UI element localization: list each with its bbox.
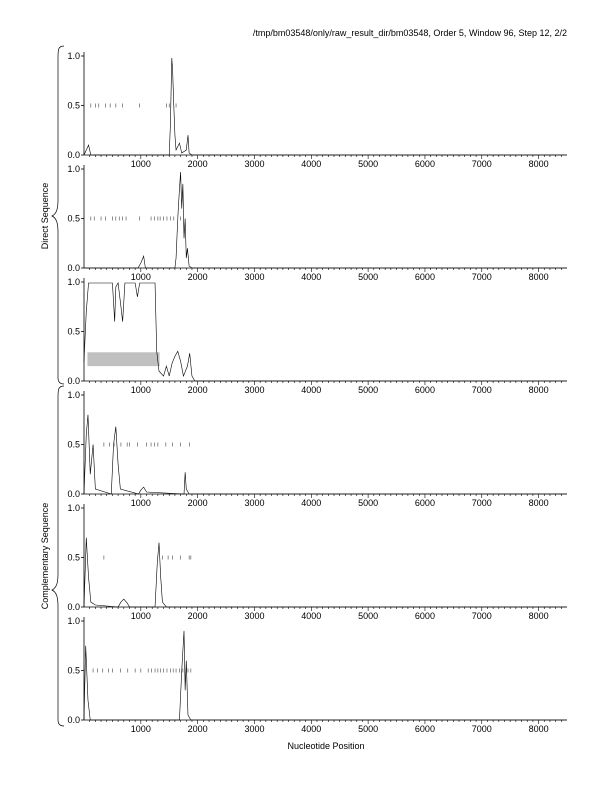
panel-3: 0.0 0.5 1.0 1000 2000 3000 4000 5000 6000 7000 800… [67, 277, 567, 395]
y-tick-label: 1.0 [67, 51, 80, 61]
series-line [83, 282, 567, 382]
x-axis-title: Nucleotide Position [287, 741, 364, 751]
x-tick-label: 5000 [358, 611, 378, 621]
x-tick-label: 4000 [301, 272, 321, 282]
shaded-band [87, 352, 160, 367]
x-tick-label: 6000 [415, 159, 435, 169]
x-tick-label: 1000 [131, 272, 151, 282]
x-tick-label: 1000 [131, 611, 151, 621]
y-tick-label: 0.0 [67, 602, 80, 612]
x-tick-label: 5000 [358, 385, 378, 395]
x-tick-label: 7000 [472, 724, 492, 734]
x-tick-label: 1000 [131, 385, 151, 395]
x-tick-label: 2000 [188, 272, 208, 282]
y-tick-label: 0.5 [67, 101, 80, 111]
series-line [83, 57, 567, 156]
x-tick-label: 1000 [131, 159, 151, 169]
x-tick-label: 3000 [244, 159, 264, 169]
x-tick-label: 6000 [415, 611, 435, 621]
x-tick-label: 8000 [529, 611, 549, 621]
x-tick-label: 7000 [472, 385, 492, 395]
x-tick-label: 5000 [358, 272, 378, 282]
series-line [83, 537, 567, 608]
panel-4: 0.0 0.5 1.0 1000 2000 3000 4000 5000 6000 7000 800… [67, 390, 567, 508]
y-tick-label: 1.0 [67, 616, 80, 626]
direct-sequence-brace [51, 45, 65, 385]
x-tick-label: 1000 [131, 498, 151, 508]
x-tick-label: 2000 [188, 498, 208, 508]
panel-6: 0.0 0.5 1.0 1000 2000 3000 4000 5000 6000 7000 800… [67, 616, 567, 734]
x-tick-label: 5000 [358, 159, 378, 169]
x-tick-label: 8000 [529, 272, 549, 282]
x-tick-label: 8000 [529, 724, 549, 734]
x-tick-label: 7000 [472, 498, 492, 508]
y-tick-label: 0.0 [67, 263, 80, 273]
chart-panels: 0.0 0.5 1.0 1000 2000 3000 4000 5000 6000 7000 800… [67, 51, 567, 734]
x-tick-label: 8000 [529, 385, 549, 395]
x-tick-label: 4000 [301, 159, 321, 169]
chart-header: /tmp/bm03548/only/raw_result_dir/bm03548… [253, 28, 567, 38]
x-tick-label: 4000 [301, 611, 321, 621]
y-tick-label: 1.0 [67, 164, 80, 174]
x-tick-label: 3000 [244, 724, 264, 734]
series-line [83, 414, 567, 495]
y-tick-label: 0.0 [67, 150, 80, 160]
direct-sequence-label: Direct Sequence [40, 183, 50, 250]
y-tick-label: 1.0 [67, 390, 80, 400]
y-tick-label: 0.5 [67, 440, 80, 450]
y-tick-label: 1.0 [67, 277, 80, 287]
x-tick-label: 2000 [188, 611, 208, 621]
y-tick-label: 0.5 [67, 666, 80, 676]
x-tick-label: 3000 [244, 385, 264, 395]
x-tick-label: 7000 [472, 159, 492, 169]
x-tick-label: 1000 [131, 724, 151, 734]
x-tick-label: 5000 [358, 498, 378, 508]
panel-1: 0.0 0.5 1.0 1000 2000 3000 4000 5000 6000 7000 800… [67, 51, 567, 169]
complementary-sequence-brace [51, 385, 65, 727]
x-tick-label: 3000 [244, 611, 264, 621]
x-tick-label: 5000 [358, 724, 378, 734]
x-tick-label: 2000 [188, 724, 208, 734]
x-tick-label: 7000 [472, 611, 492, 621]
series-line [83, 630, 567, 721]
y-tick-label: 1.0 [67, 503, 80, 513]
y-tick-label: 0.0 [67, 715, 80, 725]
x-tick-label: 8000 [529, 498, 549, 508]
x-tick-label: 6000 [415, 498, 435, 508]
x-tick-label: 2000 [188, 159, 208, 169]
x-tick-label: 6000 [415, 385, 435, 395]
panel-5: 0.0 0.5 1.0 1000 2000 3000 4000 5000 6000 7000 800… [67, 503, 567, 621]
x-tick-label: 4000 [301, 385, 321, 395]
x-tick-label: 4000 [301, 724, 321, 734]
panel-2: 0.0 0.5 1.0 1000 2000 3000 4000 5000 6000 7000 800… [67, 164, 567, 282]
series-line [84, 171, 567, 269]
x-tick-label: 6000 [415, 724, 435, 734]
y-tick-label: 0.5 [67, 214, 80, 224]
y-tick-label: 0.5 [67, 553, 80, 563]
y-tick-label: 0.5 [67, 327, 80, 337]
y-tick-label: 0.0 [67, 376, 80, 386]
x-tick-label: 3000 [244, 272, 264, 282]
x-tick-label: 7000 [472, 272, 492, 282]
x-tick-label: 8000 [529, 159, 549, 169]
x-tick-label: 2000 [188, 385, 208, 395]
complementary-sequence-label: Complementary Sequence [40, 503, 50, 610]
y-tick-label: 0.0 [67, 489, 80, 499]
x-tick-label: 3000 [244, 498, 264, 508]
x-tick-label: 4000 [301, 498, 321, 508]
x-tick-label: 6000 [415, 272, 435, 282]
